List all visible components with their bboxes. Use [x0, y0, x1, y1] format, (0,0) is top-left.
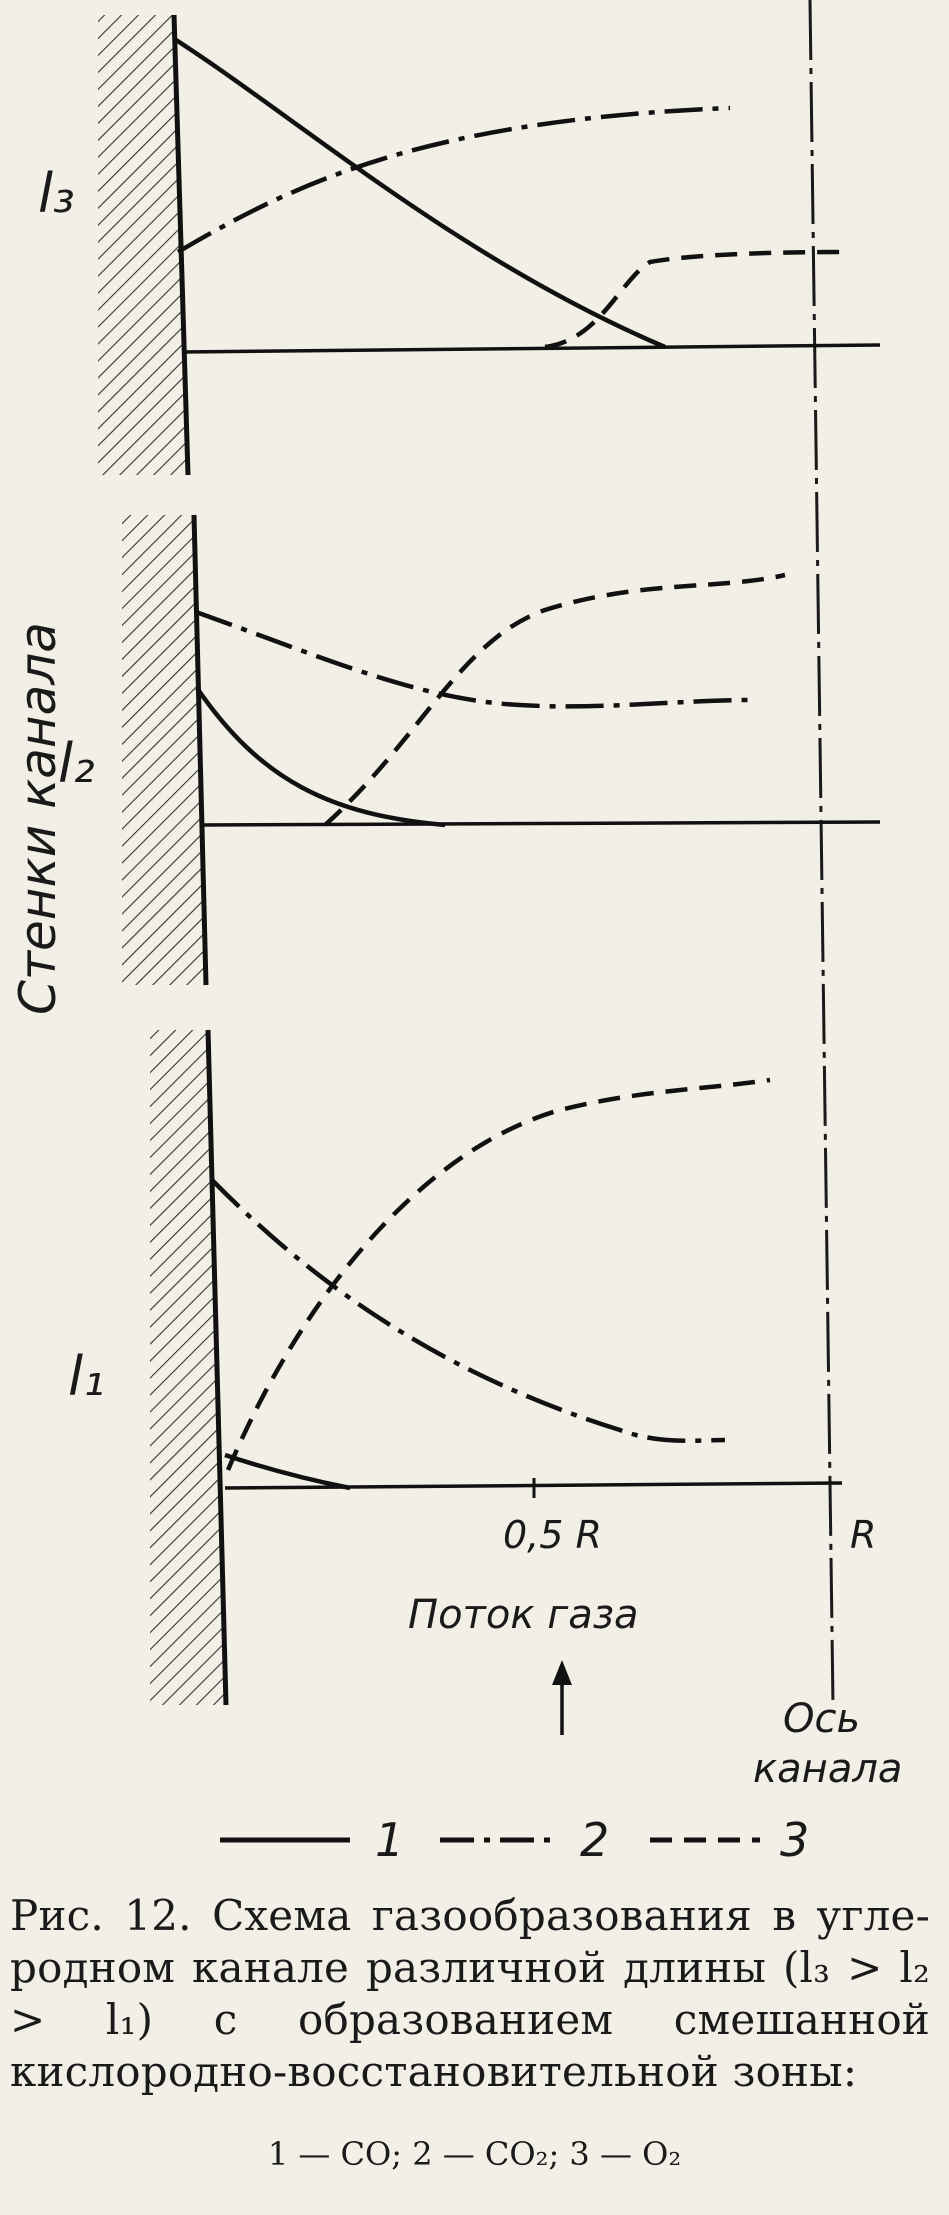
curve-o2-l3: [544, 249, 846, 350]
baseline-l2: [199, 820, 881, 827]
gas-formation-diagram: l₃ l₂ l₁ Стенки канала 0,5 R R Поток газ…: [9, 0, 902, 1867]
gas-flow-label: Поток газа: [408, 1592, 639, 1638]
panel-l2: [122, 514, 881, 986]
channel-axis-line: [808, 0, 835, 1706]
legend-number-3: 3: [780, 1813, 809, 1867]
gas-flow-arrow-icon: [552, 1660, 572, 1685]
label-l3: l₃: [38, 162, 75, 225]
curve-co-l1: [224, 1452, 351, 1491]
baseline-l3: [181, 343, 881, 354]
panel-l1: [150, 1029, 843, 1706]
curve-o2-l2: [323, 572, 786, 827]
figure-caption: Рис. 12. Схема газообразования в угле-ро…: [10, 1891, 930, 2096]
caption-legend: 1 — CO; 2 — CO₂; 3 — O₂: [267, 2135, 682, 2173]
curve-o2-l1: [225, 1077, 771, 1471]
wall-hatch-l1: [150, 1030, 226, 1705]
wall-hatch-l2: [122, 515, 206, 985]
legend: 1 2 3: [220, 1813, 809, 1867]
panel-l3: [98, 14, 881, 476]
axis-label-line2: канала: [753, 1746, 902, 1792]
label-l1: l₁: [68, 1345, 105, 1408]
tick-label-r: R: [850, 1513, 876, 1557]
curve-co2-l2: [195, 609, 751, 709]
tick-label-half-r: 0,5 R: [503, 1513, 602, 1557]
wall-edge-l3: [171, 14, 191, 476]
legend-number-2: 2: [580, 1813, 609, 1867]
curve-co-l3: [174, 38, 666, 350]
axis-label-line1: Ось: [783, 1696, 860, 1742]
label-l2: l₂: [58, 732, 95, 795]
legend-number-1: 1: [375, 1813, 404, 1867]
wall-edge-l1: [205, 1029, 229, 1706]
wall-label: Стенки канала: [9, 622, 67, 1015]
curve-co2-l3: [176, 105, 731, 254]
curve-co-l2: [195, 686, 446, 828]
curve-co2-l1: [210, 1178, 726, 1444]
wall-edge-l2: [191, 514, 209, 986]
wall-hatch-l3: [98, 15, 188, 475]
